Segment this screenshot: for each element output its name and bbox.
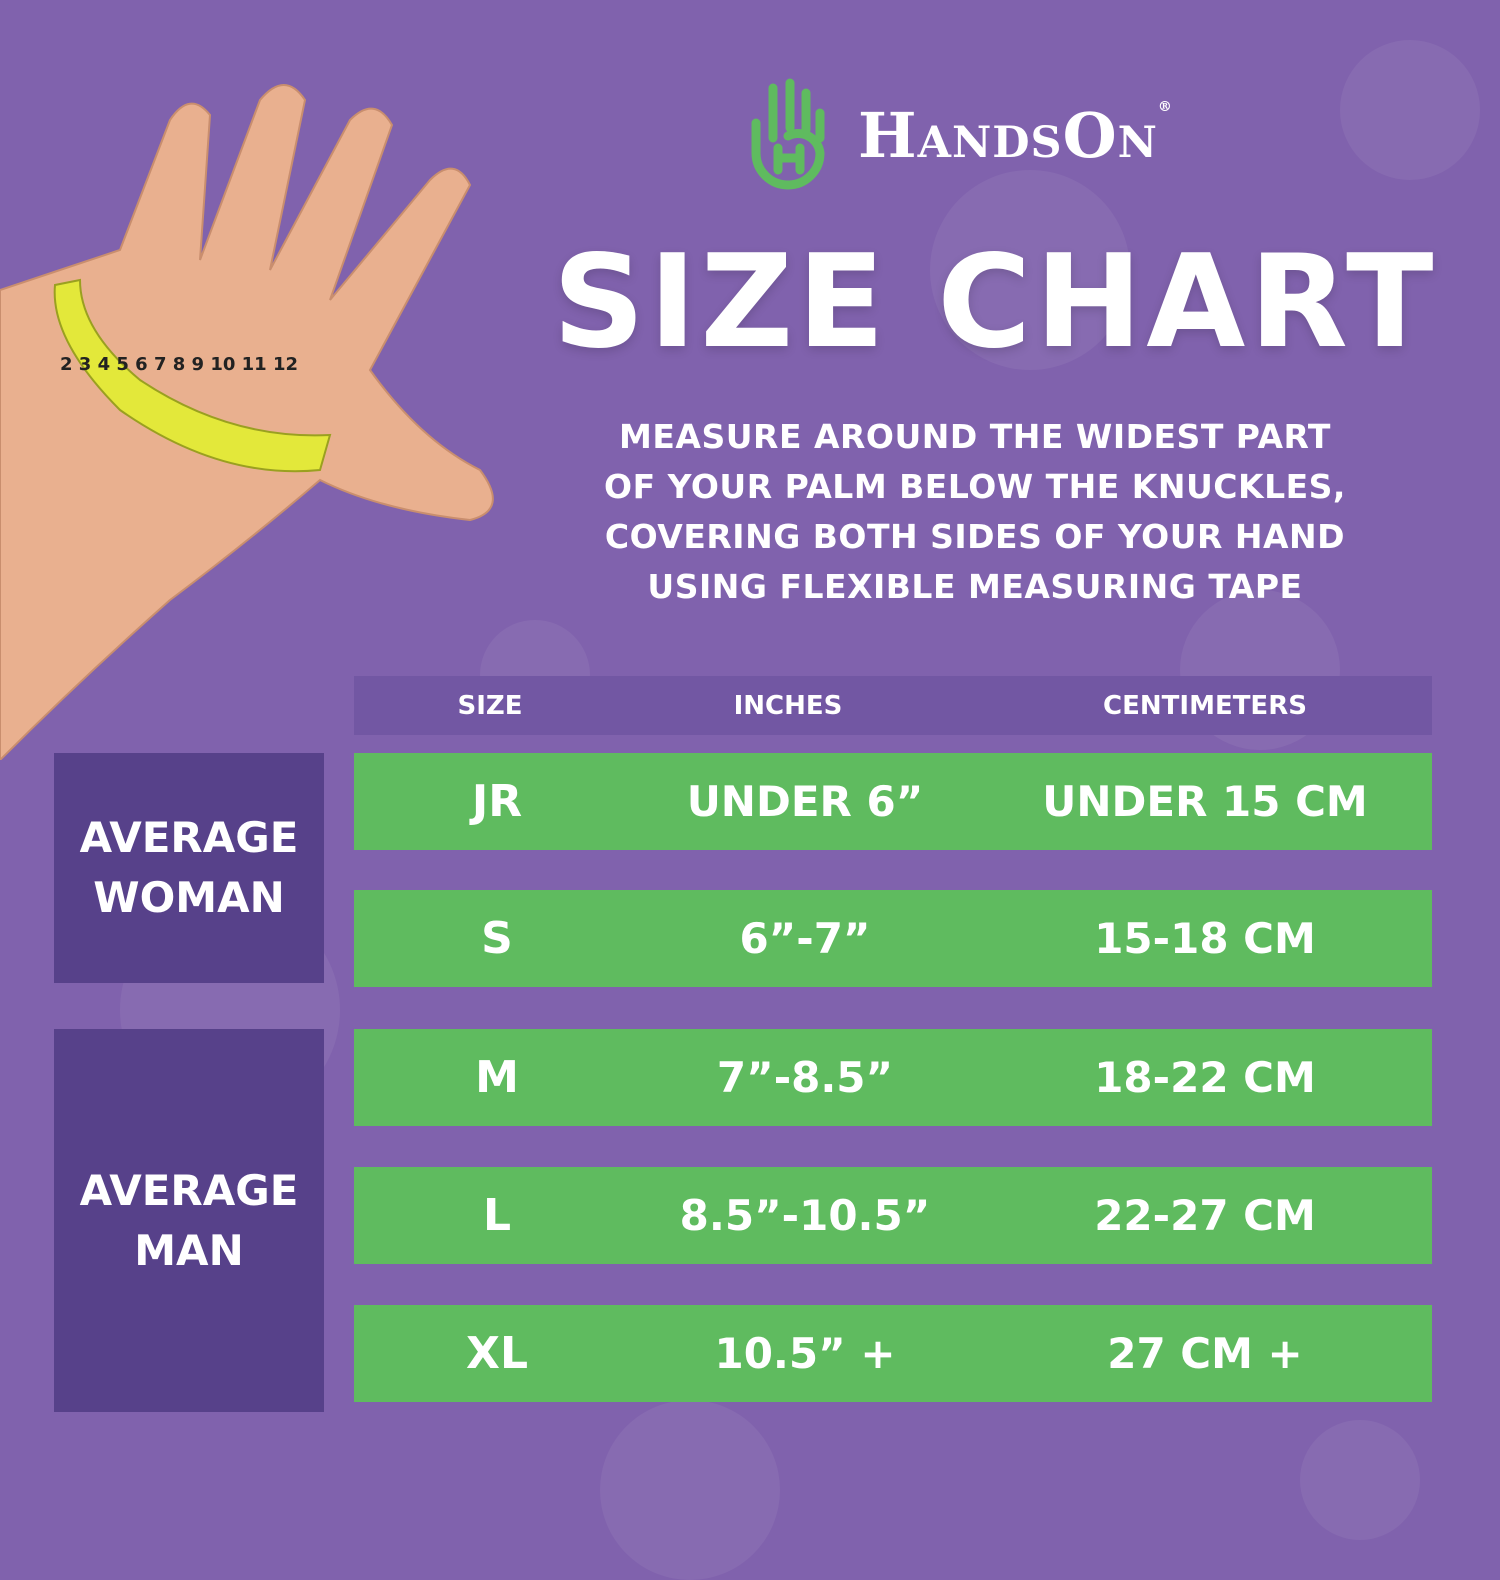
size-cell: S xyxy=(481,913,513,964)
size-cell: XL xyxy=(466,1328,528,1379)
inches-cell: 10.5” + xyxy=(714,1329,896,1378)
size-cell: JR xyxy=(471,776,523,827)
group-average-woman: AVERAGE WOMAN xyxy=(54,753,324,983)
inches-cell: 7”-8.5” xyxy=(716,1053,894,1102)
group-label: MAN xyxy=(134,1225,244,1275)
cm-cell: 18-22 CM xyxy=(1094,1053,1316,1102)
instruction-line: COVERING BOTH SIDES OF YOUR HAND xyxy=(604,517,1346,556)
instruction-line: OF YOUR PALM BELOW THE KNUCKLES, xyxy=(604,467,1346,506)
brand-name: HandsOn® xyxy=(858,99,1173,172)
cm-cell: 22-27 CM xyxy=(1094,1191,1316,1240)
group-average-man: AVERAGE MAN xyxy=(54,1029,324,1412)
brand-logo: HandsOn® xyxy=(748,78,1173,193)
size-cell: M xyxy=(475,1052,519,1103)
inches-cell: UNDER 6” xyxy=(686,777,924,826)
table-row: L 8.5”-10.5” 22-27 CM xyxy=(354,1167,1432,1264)
inches-cell: 8.5”-10.5” xyxy=(679,1191,931,1240)
header-centimeters: CENTIMETERS xyxy=(1103,690,1307,721)
group-label: AVERAGE xyxy=(79,813,299,862)
group-label: AVERAGE xyxy=(79,1165,299,1215)
registered-mark: ® xyxy=(1157,99,1173,115)
table-row: M 7”-8.5” 18-22 CM xyxy=(354,1029,1432,1126)
cm-cell: UNDER 15 CM xyxy=(1042,777,1368,826)
tape-label: 2 3 4 5 6 7 8 9 10 11 12 xyxy=(60,354,298,375)
hand-with-measuring-tape-image: 2 3 4 5 6 7 8 9 10 11 12 xyxy=(0,84,494,760)
table-row: XL 10.5” + 27 CM + xyxy=(354,1305,1432,1402)
instruction-line: MEASURE AROUND THE WIDEST PART xyxy=(619,417,1331,456)
measuring-instructions: MEASURE AROUND THE WIDEST PART OF YOUR P… xyxy=(560,412,1390,612)
measuring-tape: 2 3 4 5 6 7 8 9 10 11 12 xyxy=(53,278,332,473)
cm-cell: 27 CM + xyxy=(1107,1329,1303,1378)
hand-logo-icon xyxy=(751,78,825,190)
table-header: SIZE INCHES CENTIMETERS xyxy=(354,676,1432,735)
cm-cell: 15-18 CM xyxy=(1094,914,1316,963)
instruction-line: USING FLEXIBLE MEASURING TAPE xyxy=(647,567,1303,606)
table-row: S 6”-7” 15-18 CM xyxy=(354,890,1432,987)
header-inches: INCHES xyxy=(733,690,843,721)
header-size: SIZE xyxy=(457,690,523,721)
group-label: WOMAN xyxy=(93,873,285,922)
inches-cell: 6”-7” xyxy=(739,914,871,963)
table-row: JR UNDER 6” UNDER 15 CM xyxy=(354,753,1432,850)
size-cell: L xyxy=(482,1190,512,1241)
page-title: SIZE CHART xyxy=(552,228,1438,377)
brand-text: HandsOn xyxy=(858,99,1158,172)
